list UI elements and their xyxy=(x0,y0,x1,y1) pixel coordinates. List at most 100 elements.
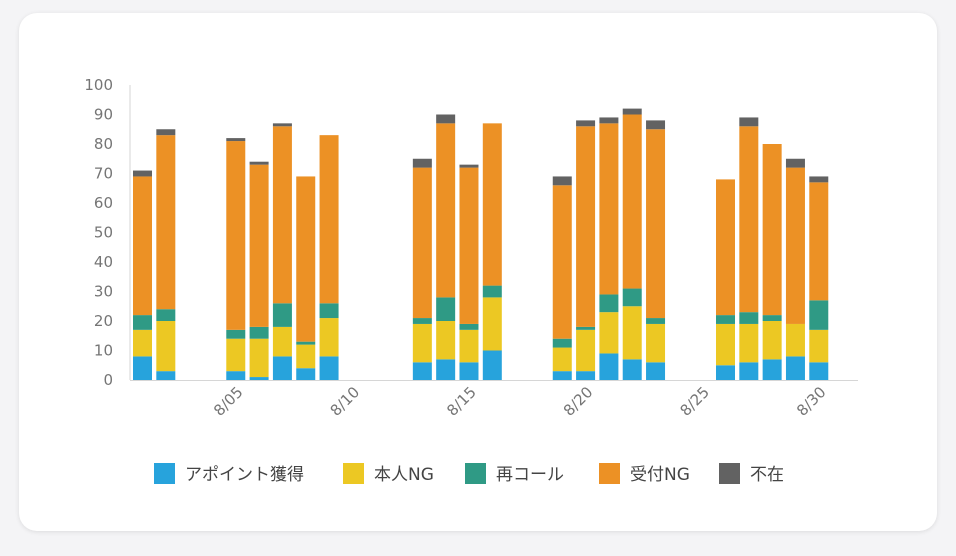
bar-segment-3 xyxy=(319,303,339,319)
bar-segment-4 xyxy=(576,126,596,327)
bar-segment-2 xyxy=(739,323,759,363)
bar-segment-4 xyxy=(552,185,572,339)
bar-segment-4 xyxy=(762,144,782,316)
bar-segment-5 xyxy=(156,129,176,136)
bar-segment-4 xyxy=(482,123,502,286)
bar-segment-2 xyxy=(482,297,502,351)
y-tick-label: 20 xyxy=(94,312,113,330)
bar-segment-4 xyxy=(785,167,805,324)
bar-segment-4 xyxy=(156,135,176,310)
legend-swatch[interactable] xyxy=(465,463,486,484)
bar-segment-2 xyxy=(319,318,339,357)
y-tick-label: 80 xyxy=(94,135,113,153)
bar-segment-1 xyxy=(482,350,502,380)
y-tick-label: 100 xyxy=(84,76,113,94)
bar-segment-5 xyxy=(133,170,152,177)
bar-segment-1 xyxy=(296,368,316,380)
bar-segment-4 xyxy=(622,114,642,289)
bar-segment-3 xyxy=(156,309,176,321)
bar-segment-2 xyxy=(436,321,456,360)
legend-swatch[interactable] xyxy=(599,463,620,484)
bar-segment-5 xyxy=(739,117,759,127)
legend-swatch[interactable] xyxy=(154,463,175,484)
bar-segment-2 xyxy=(296,344,316,369)
bar-segment-3 xyxy=(436,297,456,321)
bar-segment-5 xyxy=(622,108,642,115)
legend-label[interactable]: 再コール xyxy=(496,465,564,485)
bar-segment-3 xyxy=(762,315,782,321)
legend-label[interactable]: アポイント獲得 xyxy=(185,465,304,485)
bar-segment-2 xyxy=(785,323,805,357)
bar-segment-4 xyxy=(809,182,829,301)
bar-segment-4 xyxy=(272,126,292,304)
bar-segment-4 xyxy=(646,129,666,319)
bar-segment-3 xyxy=(412,318,432,324)
bar-segment-3 xyxy=(296,341,316,345)
x-tick-label: 8/10 xyxy=(327,383,364,420)
bar-segment-2 xyxy=(412,323,432,363)
y-tick-label: 0 xyxy=(103,371,113,389)
bar-segment-2 xyxy=(622,306,642,360)
bar-segment-4 xyxy=(716,179,735,316)
bar-segment-4 xyxy=(599,123,619,295)
bar-segment-1 xyxy=(785,356,805,380)
bar-segment-2 xyxy=(226,338,246,372)
bar-segment-5 xyxy=(646,120,666,130)
bar-segment-2 xyxy=(249,338,269,378)
bar-segment-3 xyxy=(646,318,666,324)
bar-segment-1 xyxy=(272,356,292,380)
bar-segment-3 xyxy=(622,288,642,307)
bar-segment-1 xyxy=(622,359,642,380)
bar-segment-4 xyxy=(133,176,152,316)
y-tick-label: 10 xyxy=(94,342,113,360)
legend-label[interactable]: 本人NG xyxy=(374,465,434,485)
bar-segment-2 xyxy=(272,326,292,357)
bar-segment-1 xyxy=(599,353,619,380)
bar-segment-2 xyxy=(576,329,596,372)
x-tick-label: 8/25 xyxy=(676,383,713,420)
bar-segment-3 xyxy=(249,326,269,339)
bar-segment-1 xyxy=(412,362,432,380)
bar-segment-1 xyxy=(552,371,572,380)
x-tick-label: 8/30 xyxy=(793,383,830,420)
legend-label[interactable]: 受付NG xyxy=(630,465,690,485)
x-tick-label: 8/05 xyxy=(210,383,247,420)
bar-segment-2 xyxy=(552,347,572,372)
bar-segment-3 xyxy=(552,338,572,348)
bar-segment-1 xyxy=(156,371,176,380)
bar-segment-1 xyxy=(459,362,479,380)
bar-segment-3 xyxy=(272,303,292,327)
bar-segment-4 xyxy=(436,123,456,298)
bar-segment-4 xyxy=(296,176,316,342)
legend-swatch[interactable] xyxy=(719,463,740,484)
bar-segment-1 xyxy=(576,371,596,380)
bar-segment-2 xyxy=(133,329,152,357)
bar-segment-3 xyxy=(482,285,502,298)
bar-segment-1 xyxy=(133,356,152,380)
legend-label[interactable]: 不在 xyxy=(750,465,784,485)
bar-segment-2 xyxy=(156,321,176,372)
bar-segment-1 xyxy=(319,356,339,380)
bar-segment-1 xyxy=(716,365,735,380)
y-tick-label: 40 xyxy=(94,253,113,271)
bar-segment-3 xyxy=(599,294,619,313)
bar-segment-4 xyxy=(459,167,479,324)
bar-segment-2 xyxy=(716,323,735,366)
bar-segment-5 xyxy=(436,114,456,124)
bar-segment-2 xyxy=(459,329,479,363)
legend-swatch[interactable] xyxy=(343,463,364,484)
bar-segment-2 xyxy=(646,323,666,363)
bar-segment-5 xyxy=(226,138,246,142)
bar-segment-4 xyxy=(226,141,246,330)
bar-segment-4 xyxy=(249,164,269,327)
bar-segment-5 xyxy=(785,158,805,168)
x-tick-label: 8/20 xyxy=(560,383,597,420)
bar-segment-3 xyxy=(226,329,246,339)
bar-segment-1 xyxy=(249,377,269,380)
bar-segment-4 xyxy=(412,167,432,319)
bar-segment-5 xyxy=(599,117,619,124)
bar-segment-5 xyxy=(412,158,432,168)
bar-segment-3 xyxy=(809,300,829,330)
bar-segment-5 xyxy=(272,123,292,127)
